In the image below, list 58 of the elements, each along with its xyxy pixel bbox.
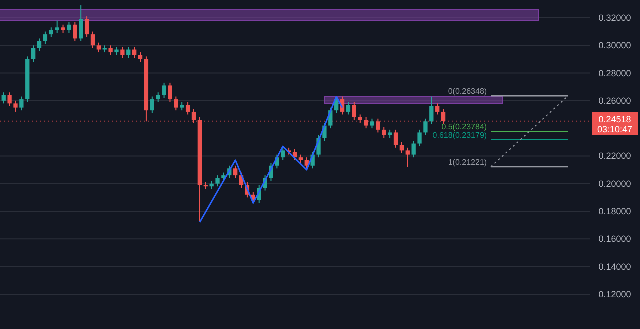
y-tick-label: 0.22000 (598, 151, 632, 162)
y-tick-label: 0.20000 (598, 178, 632, 189)
candlestick (370, 118, 374, 130)
candlestick (436, 103, 440, 116)
candlestick (43, 31, 48, 45)
candlestick (281, 147, 286, 161)
candlestick (406, 147, 410, 168)
candlestick (400, 142, 404, 154)
ref-line-label: 0.5(0.23784) (442, 122, 488, 132)
candlestick (31, 45, 36, 63)
candlestick (8, 92, 12, 107)
candlestick (120, 46, 125, 59)
candlestick (73, 22, 78, 42)
candlestick (156, 92, 160, 103)
candlestick (49, 27, 54, 38)
candlestick (108, 45, 113, 56)
candlestick (14, 100, 18, 112)
candlestick (84, 16, 90, 38)
candlestick (150, 96, 154, 114)
candlestick (126, 46, 131, 59)
text: 03:10:47 (597, 124, 633, 134)
candlestick (2, 92, 6, 104)
y-tick-label: 0.18000 (598, 206, 632, 216)
candlestick (418, 129, 422, 148)
candlestick (424, 118, 428, 136)
y-tick-label: 0.16000 (598, 234, 632, 244)
line-series (199, 96, 344, 224)
ref-line-label: 0(0.26348) (448, 87, 488, 96)
ref-line-label: 0.24518 (598, 114, 632, 124)
candlestick (90, 31, 96, 49)
candlestick (352, 102, 356, 121)
y-tick-label: 0.26000 (598, 96, 632, 106)
candlestick (186, 102, 190, 116)
y-tick-label: 0.32000 (598, 12, 632, 23)
candlestick (168, 82, 172, 103)
y-tick-label: 0.28000 (598, 68, 632, 78)
candlestick (216, 175, 220, 188)
candlestick (37, 38, 42, 52)
candlestick (174, 96, 178, 112)
candlestick (79, 5, 84, 42)
candlestick (234, 165, 238, 179)
candlestick (382, 126, 386, 139)
candlestick (430, 96, 434, 125)
candlestick (346, 102, 351, 116)
y-tick-label: 0.30000 (598, 40, 632, 51)
ref-line-label: 1(0.21221) (448, 158, 488, 167)
y-tick-label: 0.12000 (598, 289, 632, 300)
candlestick (20, 96, 24, 112)
candlestick (394, 129, 398, 148)
candlestick (132, 46, 137, 59)
candlestick (67, 22, 72, 34)
candlestick (162, 82, 166, 99)
candlestick (412, 140, 416, 158)
candlestick (55, 20, 60, 34)
candlestick (96, 42, 102, 54)
ref-line-label: 0.618(0.23179) (432, 130, 488, 140)
y-tick-label: 0.14000 (598, 262, 632, 272)
candlestick (138, 52, 143, 63)
